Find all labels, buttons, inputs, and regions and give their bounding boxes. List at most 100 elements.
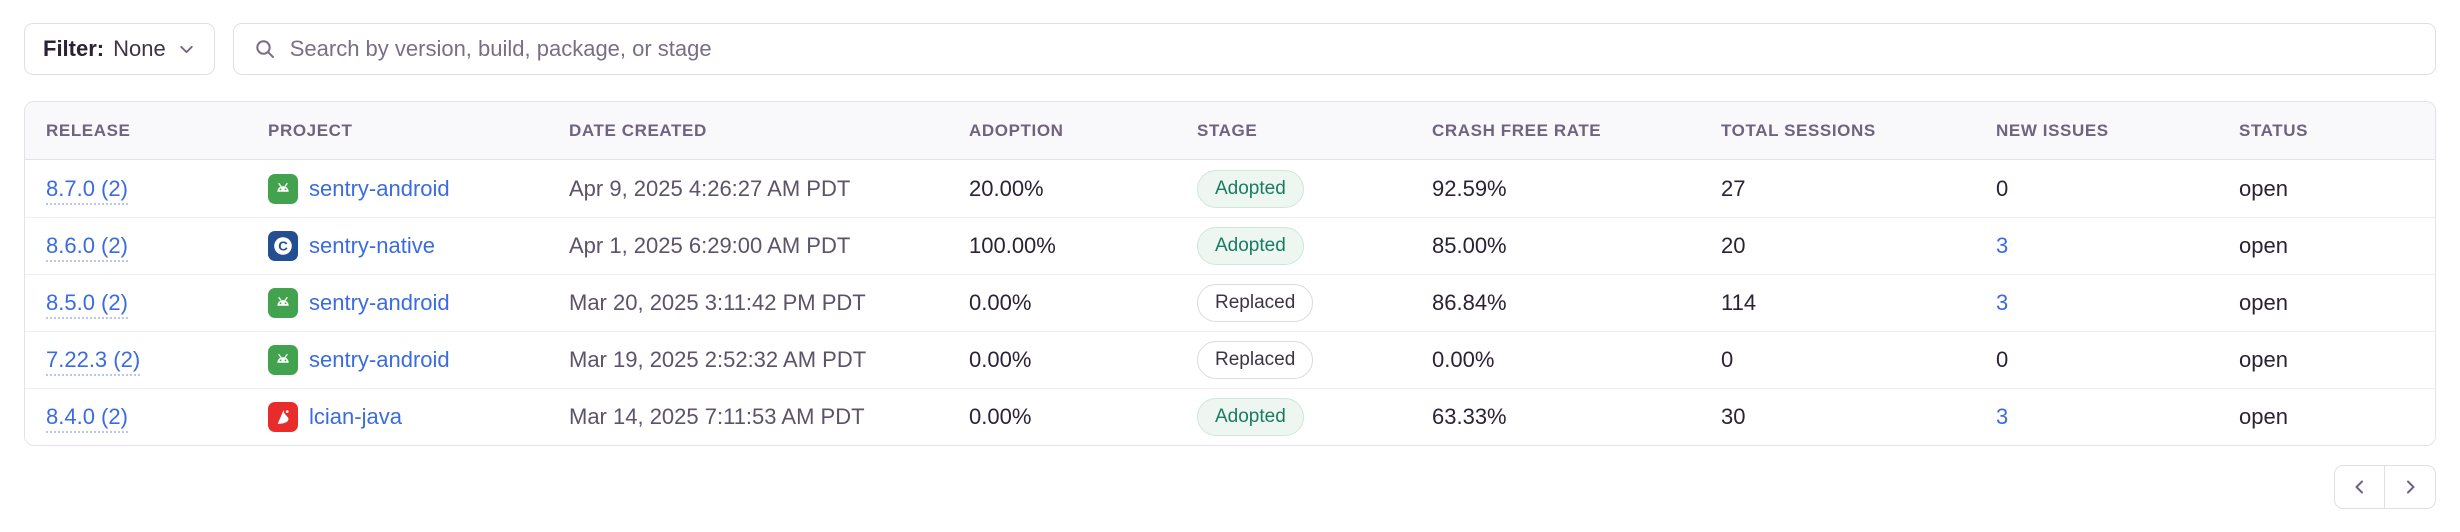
date-created-cell: Mar 19, 2025 2:52:32 AM PDT	[569, 347, 867, 372]
pagination	[2334, 465, 2436, 509]
project-cell: sentry-android	[247, 345, 548, 375]
chevron-left-icon	[2350, 477, 2370, 497]
project-cell: sentry-android	[247, 173, 548, 204]
next-page-button[interactable]	[2385, 465, 2436, 509]
release-cell: 8.4.0 (2)	[25, 404, 247, 433]
stage-badge: Adopted	[1197, 398, 1304, 436]
android-icon	[268, 288, 298, 318]
stage-cell: Replaced	[1176, 284, 1411, 322]
total-sessions-cell: 20	[1721, 233, 1746, 258]
status-cell: open	[2239, 404, 2288, 429]
adoption-cell: 20.00%	[969, 175, 1044, 201]
table-body: 8.7.0 (2) sentry-android Apr 9, 2025 4:2…	[25, 160, 2435, 445]
stage-cell: Adopted	[1176, 169, 1411, 208]
stage-cell: Adopted	[1176, 227, 1411, 265]
adoption-cell: 0.00%	[969, 404, 1032, 429]
releases-table: RELEASE PROJECT DATE CREATED ADOPTION ST…	[24, 101, 2436, 446]
crash-free-rate-cell: 0.00%	[1432, 347, 1495, 372]
header-crash-free-rate: CRASH FREE RATE	[1432, 120, 1602, 140]
search-input[interactable]	[289, 36, 2415, 62]
status-cell: open	[2239, 233, 2288, 258]
crash-free-rate-cell: 86.84%	[1432, 290, 1507, 315]
table-row: 7.22.3 (2) sentry-android Mar 19, 2025 2…	[25, 331, 2435, 388]
date-created-cell: Apr 9, 2025 4:26:27 AM PDT	[569, 175, 851, 201]
crash-free-rate-cell: 92.59%	[1432, 175, 1507, 201]
new-issues-cell: 3	[1975, 233, 2218, 259]
java-icon	[268, 402, 298, 432]
date-created-cell: Mar 20, 2025 3:11:42 PM PDT	[569, 290, 866, 315]
search-bar[interactable]	[232, 23, 2436, 75]
table-row: 8.4.0 (2) lcian-java Mar 14, 2025 7:11:5…	[25, 388, 2435, 445]
release-link[interactable]: 8.7.0 (2)	[46, 175, 128, 205]
release-link[interactable]: 8.5.0 (2)	[46, 290, 128, 319]
total-sessions-cell: 0	[1721, 347, 1734, 372]
new-issues-value: 0	[1996, 347, 2009, 372]
status-cell: open	[2239, 175, 2288, 201]
new-issues-cell: 3	[1975, 404, 2218, 430]
new-issues-value[interactable]: 3	[1996, 233, 2009, 258]
status-cell: open	[2239, 347, 2288, 372]
toolbar: Filter: None	[24, 23, 2436, 75]
chevron-down-icon	[177, 40, 196, 59]
header-new-issues: NEW ISSUES	[1996, 120, 2109, 140]
status-cell: open	[2239, 290, 2288, 315]
table-row: 8.6.0 (2) C sentry-native Apr 1, 2025 6:…	[25, 217, 2435, 274]
filter-dropdown[interactable]: Filter: None	[24, 23, 215, 75]
header-release: RELEASE	[46, 120, 131, 140]
adoption-cell: 0.00%	[969, 290, 1032, 315]
previous-page-button[interactable]	[2334, 465, 2385, 509]
release-cell: 8.6.0 (2)	[25, 233, 247, 262]
total-sessions-cell: 27	[1721, 175, 1746, 201]
new-issues-cell: 0	[1975, 176, 2218, 202]
header-date-created: DATE CREATED	[569, 120, 707, 140]
stage-cell: Adopted	[1176, 398, 1411, 436]
release-link[interactable]: 8.6.0 (2)	[46, 233, 128, 262]
new-issues-cell: 0	[1975, 347, 2218, 373]
project-link[interactable]: sentry-native	[309, 233, 435, 258]
stage-badge: Adopted	[1197, 169, 1304, 208]
stage-badge: Adopted	[1197, 227, 1304, 265]
new-issues-cell: 3	[1975, 290, 2218, 316]
release-link[interactable]: 7.22.3 (2)	[46, 347, 141, 376]
search-icon	[254, 38, 276, 60]
table-header-row: RELEASE PROJECT DATE CREATED ADOPTION ST…	[25, 102, 2435, 160]
svg-text:C: C	[278, 239, 288, 254]
project-cell: C sentry-native	[247, 231, 548, 261]
crash-free-rate-cell: 63.33%	[1432, 404, 1507, 429]
stage-badge: Replaced	[1197, 341, 1314, 379]
release-cell: 8.7.0 (2)	[25, 175, 247, 205]
header-adoption: ADOPTION	[969, 120, 1064, 140]
release-cell: 7.22.3 (2)	[25, 347, 247, 376]
crash-free-rate-cell: 85.00%	[1432, 233, 1507, 258]
c-icon: C	[268, 231, 298, 261]
new-issues-value[interactable]: 3	[1996, 290, 2009, 315]
new-issues-value[interactable]: 3	[1996, 404, 2009, 429]
chevron-right-icon	[2400, 477, 2420, 497]
project-link[interactable]: sentry-android	[309, 347, 450, 372]
project-link[interactable]: sentry-android	[309, 175, 450, 201]
filter-label: Filter:	[43, 36, 105, 61]
release-cell: 8.5.0 (2)	[25, 290, 247, 319]
filter-value: None	[113, 36, 166, 61]
project-link[interactable]: sentry-android	[309, 290, 450, 315]
release-link[interactable]: 8.4.0 (2)	[46, 404, 128, 433]
android-icon	[268, 173, 298, 204]
project-cell: lcian-java	[247, 402, 548, 432]
total-sessions-cell: 114	[1721, 290, 1757, 315]
project-cell: sentry-android	[247, 288, 548, 318]
stage-cell: Replaced	[1176, 341, 1411, 379]
total-sessions-cell: 30	[1721, 404, 1746, 429]
header-project: PROJECT	[268, 120, 353, 140]
table-row: 8.7.0 (2) sentry-android Apr 9, 2025 4:2…	[25, 160, 2435, 217]
adoption-cell: 100.00%	[969, 233, 1056, 258]
header-total-sessions: TOTAL SESSIONS	[1721, 120, 1876, 140]
table-row: 8.5.0 (2) sentry-android Mar 20, 2025 3:…	[25, 274, 2435, 331]
adoption-cell: 0.00%	[969, 347, 1032, 372]
new-issues-value: 0	[1996, 175, 2009, 201]
stage-badge: Replaced	[1197, 284, 1314, 322]
project-link[interactable]: lcian-java	[309, 404, 402, 429]
date-created-cell: Mar 14, 2025 7:11:53 AM PDT	[569, 404, 865, 429]
header-stage: STAGE	[1197, 120, 1258, 140]
android-icon	[268, 345, 298, 375]
date-created-cell: Apr 1, 2025 6:29:00 AM PDT	[569, 233, 851, 258]
